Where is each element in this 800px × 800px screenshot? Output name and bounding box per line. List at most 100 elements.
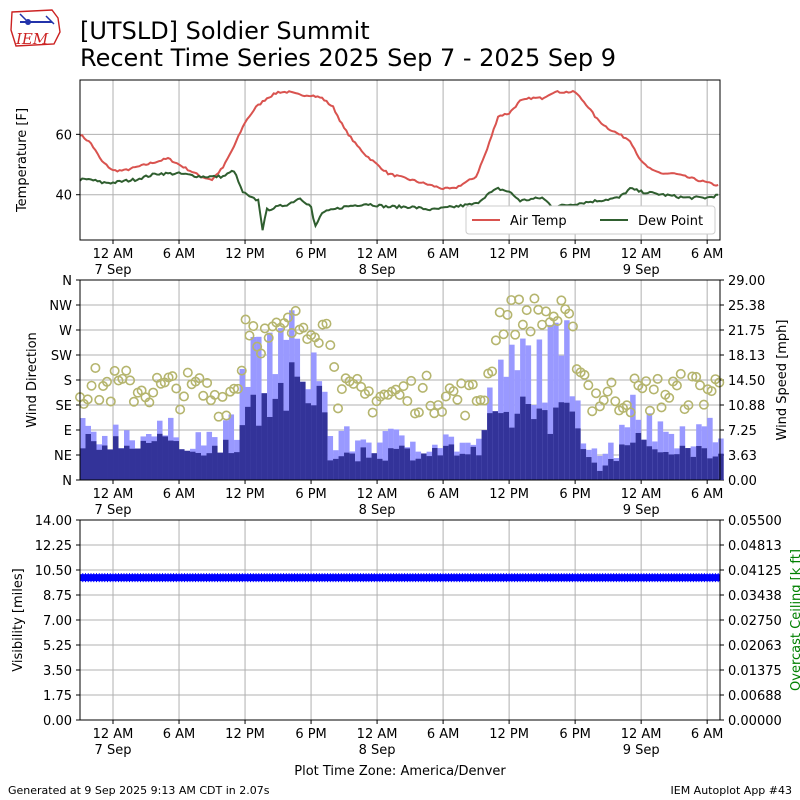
wind-speed-bar (201, 455, 207, 480)
wind-speed-tick-label: 18.13 (728, 349, 765, 364)
wind-speed-bar (124, 445, 130, 480)
wind-speed-bar (646, 446, 653, 480)
wind-gust-bar (355, 440, 361, 480)
wind-dir-tick-label: SE (56, 399, 72, 414)
temp-xdate-label: 7 Sep (95, 263, 132, 278)
wind-dir-tick-label: NE (54, 449, 72, 464)
ceiling-ytick-label: 0.01375 (728, 664, 782, 679)
chart-subtitle: Recent Time Series 2025 Sep 7 - 2025 Sep… (80, 44, 616, 72)
wind-speed-bar (371, 453, 378, 480)
wind-speed-bar (465, 454, 471, 480)
wind-direction-point (552, 315, 563, 326)
wind-gust-bar (509, 344, 515, 480)
wind-direction-point (321, 318, 332, 329)
wind-speed-tick-label: 10.88 (728, 399, 765, 414)
wind-dir-tick-label: W (59, 324, 72, 339)
dew-point-line (79, 169, 719, 231)
wind-dir-ylabel: Wind Direction (25, 332, 40, 428)
wind-direction-point (125, 375, 136, 386)
wind-direction-point (406, 375, 417, 386)
wind-gust-bar (382, 431, 389, 480)
wind-speed-bar (151, 441, 158, 480)
wind-speed-bar (553, 407, 559, 480)
wind-speed-bar (157, 433, 163, 480)
wind-xtick-label: 12 PM (489, 487, 529, 502)
wind-direction-point (641, 376, 652, 387)
wind-gust-bar (228, 414, 235, 480)
temp-xtick-label: 6 AM (427, 247, 460, 262)
wind-direction-point (298, 322, 309, 333)
wind-speed-bar (173, 441, 180, 480)
wind-speed-bar (597, 470, 603, 480)
wind-dir-tick-label: N (62, 474, 72, 489)
vis-xtick-label: 6 AM (163, 727, 196, 742)
wind-direction-point (540, 306, 551, 317)
wind-speed-bar (492, 411, 499, 480)
wind-direction-point (675, 368, 686, 379)
wind-speed-bar (162, 436, 169, 480)
legend-air-temp-label: Air Temp (510, 214, 567, 229)
visibility-band (80, 574, 720, 582)
wind-speed-bar (349, 453, 356, 480)
wind-speed-bar (283, 410, 290, 480)
wind-gust-bar (657, 421, 664, 480)
wind-speed-bar (393, 448, 400, 480)
wind-speed-bar (344, 452, 350, 480)
wind-direction-point (517, 319, 528, 330)
wind-direction-point (440, 391, 451, 402)
wind-direction-point (514, 294, 525, 305)
temp-xtick-label: 12 AM (357, 247, 398, 262)
wind-direction-point (587, 406, 598, 417)
wind-speed-bar (426, 456, 433, 480)
vis-ytick-label: 3.50 (43, 664, 72, 679)
wind-speed-bar (569, 411, 576, 480)
wind-speed-bar (168, 440, 174, 480)
wind-direction-point (683, 400, 694, 411)
wind-speed-bar (322, 412, 328, 480)
wind-direction-point (402, 396, 413, 407)
wind-direction-point (602, 386, 613, 397)
wind-speed-bar (575, 428, 581, 480)
generated-note: Generated at 9 Sep 2025 9:13 AM CDT in 2… (8, 784, 270, 797)
wind-direction-point (567, 321, 578, 332)
air-temp-line (79, 89, 719, 191)
wind-speed-bar (602, 465, 609, 480)
wind-direction-point (290, 305, 301, 316)
temp-xtick-label: 6 PM (559, 247, 590, 262)
vis-ytick-label: 10.50 (35, 564, 72, 579)
app-note: IEM Autoplot App #43 (670, 784, 793, 797)
wind-speed-bar (712, 456, 719, 480)
vis-xtick-label: 12 PM (489, 727, 529, 742)
temp-ytick-label: 40 (55, 189, 72, 204)
wind-speed-bar (531, 419, 537, 480)
wind-speed-bar (261, 393, 268, 480)
wind-speed-bar (256, 425, 262, 480)
wind-speed-ylabel: Wind Speed [mph] (775, 320, 790, 441)
wind-speed-bar (586, 457, 592, 480)
wind-speed-bar (668, 454, 675, 480)
wind-speed-bar (360, 447, 367, 480)
wind-direction-point (232, 383, 243, 394)
ceiling-ytick-label: 0.04813 (728, 539, 782, 554)
wind-direction-point (671, 380, 682, 391)
wind-direction-point (598, 395, 609, 406)
wind-speed-bar (377, 458, 383, 480)
wind-speed-bar (448, 444, 455, 480)
wind-speed-bar (663, 452, 669, 480)
wind-direction-point (652, 373, 663, 384)
wind-speed-bar (190, 451, 196, 480)
wind-direction-point (148, 387, 159, 398)
wind-speed-bar (410, 460, 416, 480)
wind-speed-bar (388, 448, 394, 480)
ceiling-ytick-label: 0.00000 (728, 714, 782, 729)
wind-gust-bar (283, 339, 290, 480)
wind-direction-point (656, 402, 667, 413)
vis-xtick-label: 12 AM (621, 727, 662, 742)
wind-direction-point (325, 340, 336, 351)
wind-speed-bar (355, 461, 361, 480)
wind-direction-point (263, 332, 274, 343)
wind-speed-bar (498, 413, 504, 480)
wind-speed-bar (525, 404, 532, 480)
wind-speed-bar (300, 381, 306, 480)
wind-xtick-label: 12 PM (225, 487, 265, 502)
